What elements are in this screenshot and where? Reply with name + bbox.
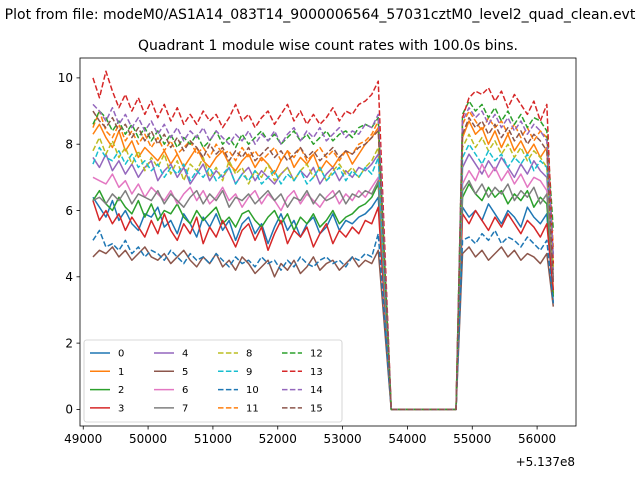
x-tick-label: 52000 <box>259 432 297 446</box>
legend-label-12: 12 <box>310 349 323 360</box>
legend-label-0: 0 <box>118 349 124 360</box>
chart-title: Quadrant 1 module wise count rates with … <box>138 38 518 54</box>
x-tick-label: 51000 <box>194 432 232 446</box>
legend-label-15: 15 <box>310 404 323 415</box>
x-tick-label: 53000 <box>323 432 361 446</box>
legend-label-8: 8 <box>246 349 252 360</box>
y-tick-label: 4 <box>65 270 73 284</box>
legend-label-4: 4 <box>182 349 188 360</box>
legend-label-5: 5 <box>182 367 188 378</box>
y-tick-label: 6 <box>65 204 73 218</box>
legend: 0123456789101112131415 <box>84 340 342 422</box>
legend-label-1: 1 <box>118 367 124 378</box>
legend-label-10: 10 <box>246 385 259 396</box>
y-tick-label: 8 <box>65 137 73 151</box>
x-tick-label: 49000 <box>64 432 102 446</box>
legend-label-2: 2 <box>118 385 124 396</box>
y-tick-label: 2 <box>65 336 73 350</box>
legend-label-14: 14 <box>310 385 323 396</box>
legend-label-13: 13 <box>310 367 323 378</box>
legend-label-6: 6 <box>182 385 188 396</box>
figure-suptitle: Plot from file: modeM0/AS1A14_083T14_900… <box>5 7 636 23</box>
y-tick-label: 10 <box>58 71 73 85</box>
x-offset-label: +5.137e8 <box>516 455 575 469</box>
legend-label-3: 3 <box>118 404 124 415</box>
x-tick-label: 54000 <box>388 432 426 446</box>
x-tick-label: 56000 <box>518 432 556 446</box>
x-tick-label: 55000 <box>453 432 491 446</box>
legend-label-9: 9 <box>246 367 252 378</box>
legend-label-7: 7 <box>182 404 188 415</box>
y-tick-label: 0 <box>65 403 73 417</box>
x-tick-label: 50000 <box>129 432 167 446</box>
legend-label-11: 11 <box>246 404 259 415</box>
